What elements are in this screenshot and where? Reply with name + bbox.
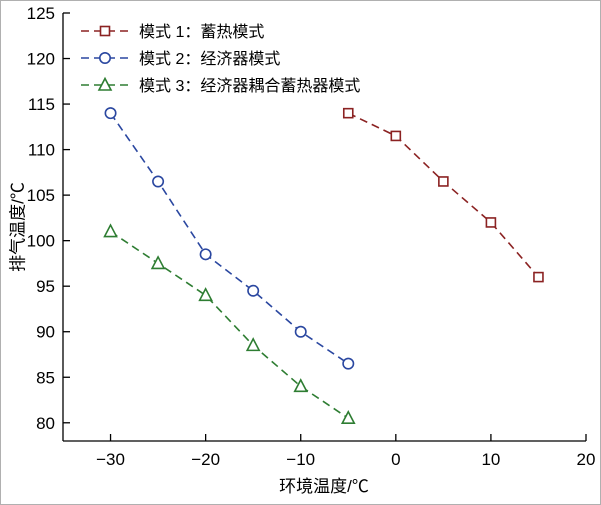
triangle-marker (293, 378, 309, 393)
y-tick-label: 80 (36, 414, 55, 433)
y-tick-label: 90 (36, 323, 55, 342)
y-tick-label: 110 (28, 141, 55, 160)
circle-marker (152, 175, 165, 188)
y-tick-label: 115 (28, 95, 55, 114)
triangle-marker (103, 223, 118, 238)
y-tick-label: 95 (36, 277, 55, 296)
series-mode-3 (103, 223, 356, 425)
legend-label: 模式 3：经济器耦合蓄热器模式 (139, 77, 360, 95)
triangle-marker (150, 255, 166, 270)
y-tick-label: 125 (27, 4, 55, 23)
series-mode-2 (104, 107, 355, 370)
square-marker (99, 25, 111, 37)
x-tick-label: −30 (96, 450, 125, 469)
triangle-marker (340, 410, 356, 425)
y-axis-label: 排气温度/℃ (8, 182, 28, 272)
circle-marker (99, 51, 112, 64)
square-marker (485, 217, 497, 228)
x-tick-label: −10 (286, 450, 315, 469)
x-tick-label: 20 (577, 450, 596, 469)
legend-item: 模式 2：经济器模式 (81, 50, 280, 68)
y-tick-label: 105 (27, 186, 55, 205)
circle-marker (342, 357, 355, 370)
triangle-marker (97, 76, 113, 91)
series-mode-1 (342, 107, 544, 283)
legend-item: 模式 1：蓄热模式 (81, 23, 264, 41)
y-tick-label: 120 (27, 50, 55, 69)
legend-item: 模式 3：经济器耦合蓄热器模式 (81, 76, 360, 95)
x-axis-label: 环境温度/℃ (279, 477, 369, 496)
triangle-marker (245, 337, 261, 352)
x-tick-label: 10 (481, 450, 500, 469)
circle-marker (247, 284, 260, 297)
y-tick-label: 85 (36, 368, 55, 387)
square-marker (390, 130, 402, 142)
square-marker (438, 176, 449, 187)
legend-label: 模式 1：蓄热模式 (139, 23, 264, 41)
circle-marker (104, 107, 117, 120)
series-line (110, 230, 349, 419)
series-line (109, 112, 349, 365)
circle-marker (199, 248, 212, 261)
circle-marker (294, 325, 307, 338)
series-line (347, 112, 540, 278)
x-tick-label: 0 (391, 450, 400, 469)
square-marker (342, 107, 354, 119)
legend-label: 模式 2：经济器模式 (139, 50, 280, 68)
square-marker (533, 271, 544, 283)
x-tick-label: −20 (191, 450, 220, 469)
triangle-marker (198, 287, 213, 302)
y-tick-label: 100 (27, 232, 55, 251)
